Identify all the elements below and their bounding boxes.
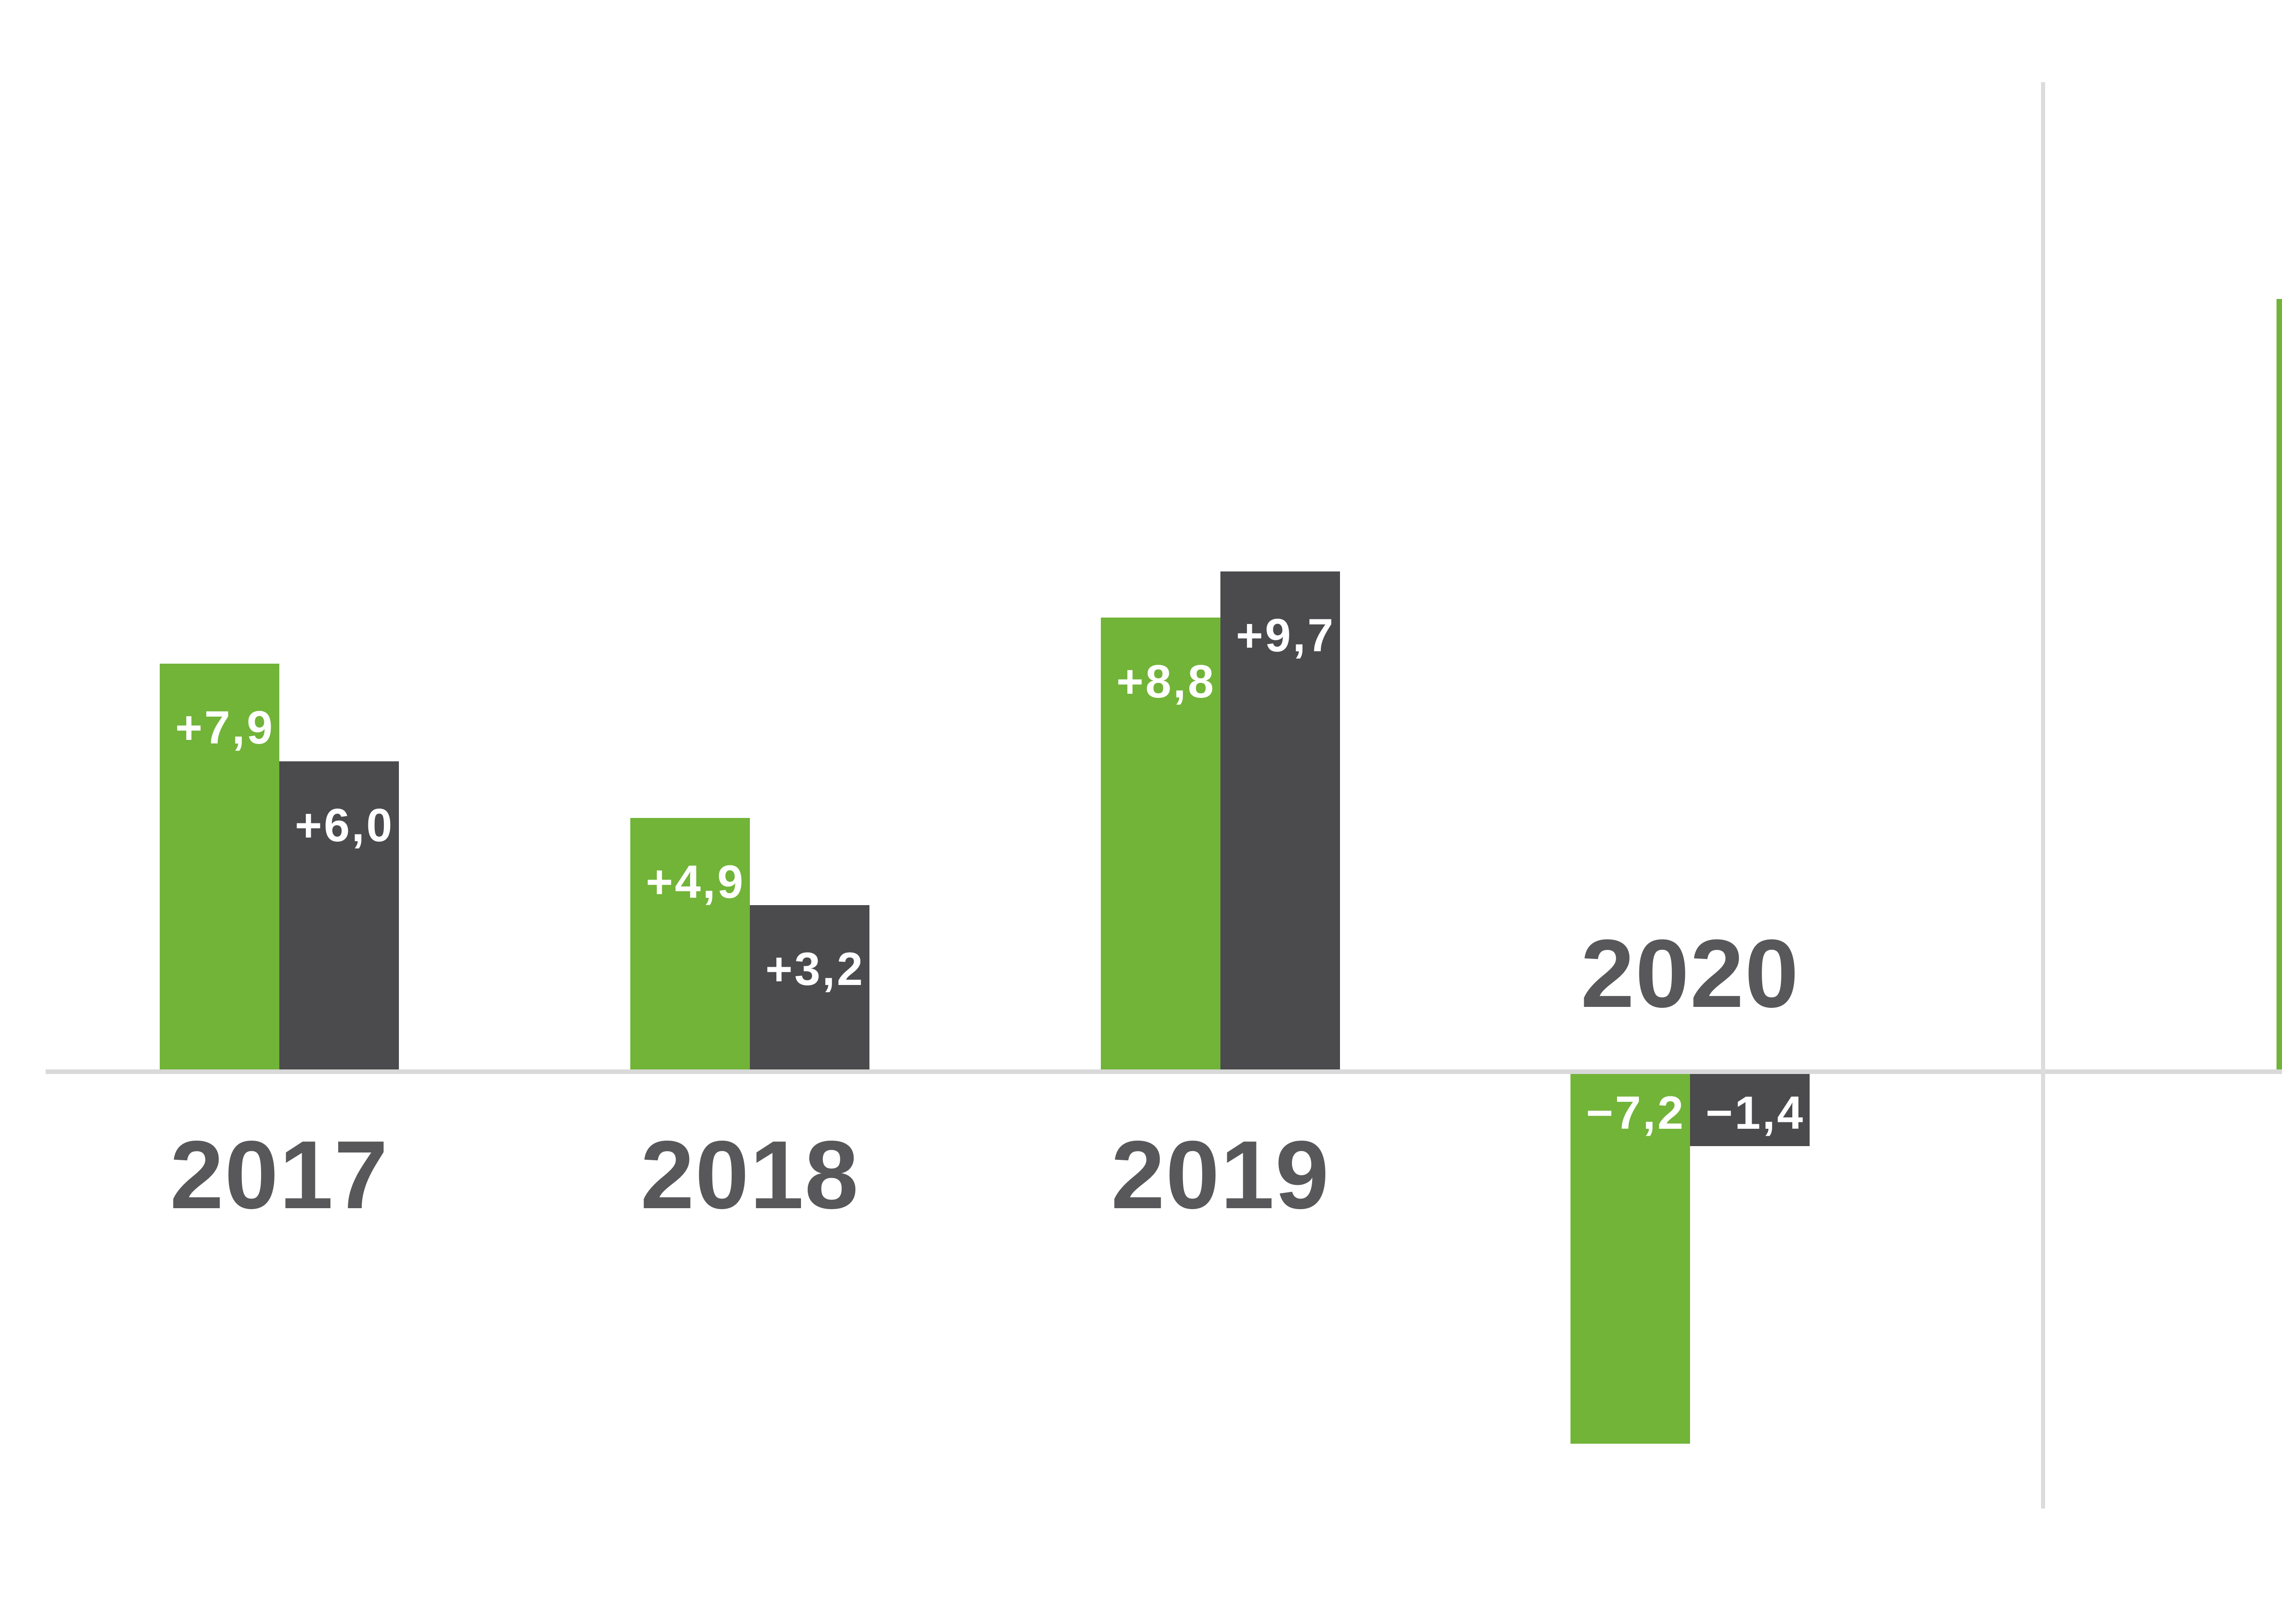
bar-2017-green xyxy=(160,664,279,1069)
value-label-2017-green: +7,9 xyxy=(175,702,275,754)
year-label-2019: 2019 xyxy=(1111,1121,1330,1229)
bar-2019-green xyxy=(1101,618,1220,1069)
bar-2020-dark xyxy=(1690,1074,1810,1146)
bar-2017-dark xyxy=(279,761,399,1069)
value-label-2017-dark: +6,0 xyxy=(295,799,394,851)
year-label-2018: 2018 xyxy=(640,1121,859,1229)
value-label-2018-green: +4,9 xyxy=(646,856,745,908)
bar-2019-dark xyxy=(1220,571,1340,1069)
bar-2018-green xyxy=(630,818,750,1069)
year-label-2017: 2017 xyxy=(170,1121,389,1229)
value-label-2020-dark: −1,4 xyxy=(1706,1087,1805,1139)
value-label-2018-dark: +3,2 xyxy=(765,943,865,995)
value-label-2019-green: +8,8 xyxy=(1116,655,1216,707)
bar-2021-green xyxy=(2277,299,2282,1069)
year-label-2020: 2020 xyxy=(1581,919,1800,1027)
bar-2018-dark xyxy=(750,905,869,1069)
forecast-divider-line xyxy=(2041,82,2045,1509)
x-axis-baseline xyxy=(46,1069,2282,1074)
value-label-2019-dark: +9,7 xyxy=(1236,609,1335,661)
bar-2020-green xyxy=(1570,1074,1690,1444)
value-label-2020-green: −7,2 xyxy=(1586,1087,1685,1139)
